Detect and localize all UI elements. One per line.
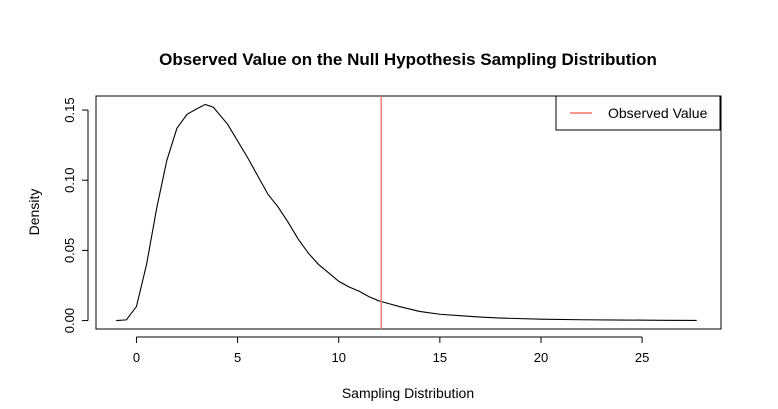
x-tick-label: 0	[133, 350, 140, 365]
y-tick-label: 0.05	[62, 238, 77, 263]
y-tick-label: 0.15	[62, 97, 77, 122]
x-tick-label: 15	[433, 350, 447, 365]
y-axis-label: Density	[26, 189, 42, 236]
x-tick-label: 20	[534, 350, 548, 365]
x-axis: 0 5 10 15 20 25	[133, 336, 649, 365]
plot-area-border	[95, 95, 722, 330]
x-tick-label: 5	[234, 350, 241, 365]
x-tick-label: 10	[331, 350, 345, 365]
y-tick-label: 0.10	[62, 168, 77, 193]
x-tick-label: 25	[635, 350, 649, 365]
chart-title: Observed Value on the Null Hypothesis Sa…	[159, 50, 657, 69]
y-tick-label: 0.00	[62, 308, 77, 333]
legend-entry-observed-value: Observed Value	[608, 105, 708, 121]
x-axis-label: Sampling Distribution	[342, 385, 474, 401]
y-axis: 0.00 0.05 0.10 0.15	[62, 97, 89, 333]
legend: Observed Value	[555, 95, 721, 131]
density-curve	[116, 103, 697, 322]
